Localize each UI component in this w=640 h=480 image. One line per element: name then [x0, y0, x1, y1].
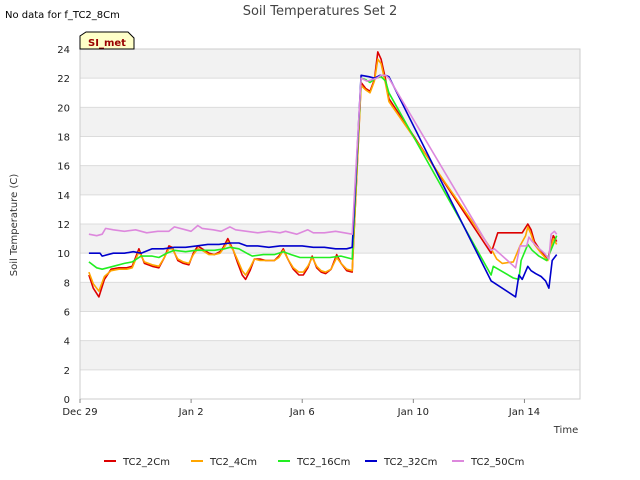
y-axis-title: Soil Temperature (C)	[9, 174, 20, 277]
series-line-tc2-32cm	[88, 74, 558, 298]
series-line-tc2-16cm	[88, 75, 558, 281]
x-tick-label: Dec 29	[62, 407, 97, 418]
background-band	[80, 282, 580, 312]
y-tick-label: 2	[64, 366, 70, 377]
y-tick-label: 24	[57, 45, 70, 56]
background-band	[80, 340, 580, 370]
legend-label: TC2_50Cm	[470, 457, 524, 468]
gridlines	[80, 48, 580, 400]
y-tick-label: 18	[57, 133, 70, 144]
badge-label: SI_met	[88, 38, 126, 49]
legend-label: TC2_2Cm	[122, 457, 170, 468]
x-tick-label: Jan 10	[397, 407, 429, 418]
x-tick-label: Jan 2	[178, 407, 204, 418]
y-tick-label: 22	[57, 74, 70, 85]
y-tick-label: 0	[64, 395, 70, 406]
y-tick-label: 12	[57, 220, 70, 231]
plot-frame	[79, 48, 581, 400]
badge: SI_met	[79, 31, 135, 50]
x-axis-tick-labels: Dec 29 Jan 2 Jan 6 Jan 10 Jan 14	[62, 399, 540, 418]
legend-label: TC2_16Cm	[296, 457, 350, 468]
legend-label: TC2_4Cm	[209, 457, 257, 468]
background-band	[80, 107, 580, 137]
legend-label: TC2_32Cm	[383, 457, 437, 468]
chart-title: Soil Temperatures Set 2	[243, 4, 398, 19]
no-data-note: No data for f_TC2_8Cm	[5, 10, 120, 21]
x-tick-label: Jan 14	[508, 407, 540, 418]
y-tick-label: 8	[64, 278, 70, 289]
y-tick-label: 10	[57, 249, 70, 260]
legend: TC2_2Cm TC2_4Cm TC2_16Cm TC2_32Cm TC2_50Cm	[104, 457, 524, 468]
y-tick-label: 20	[57, 103, 70, 114]
y-tick-label: 16	[57, 162, 70, 173]
background-bands	[80, 49, 580, 370]
series-lines	[88, 51, 558, 298]
background-band	[80, 165, 580, 195]
badge-shape	[79, 31, 135, 50]
y-tick-label: 14	[57, 191, 70, 202]
x-tick-label: Jan 6	[289, 407, 315, 418]
y-tick-label: 4	[64, 337, 70, 348]
y-tick-label: 6	[64, 308, 70, 319]
x-axis-title: Time	[553, 425, 578, 436]
background-band	[80, 49, 580, 79]
series-line-tc2-50cm	[88, 74, 558, 269]
